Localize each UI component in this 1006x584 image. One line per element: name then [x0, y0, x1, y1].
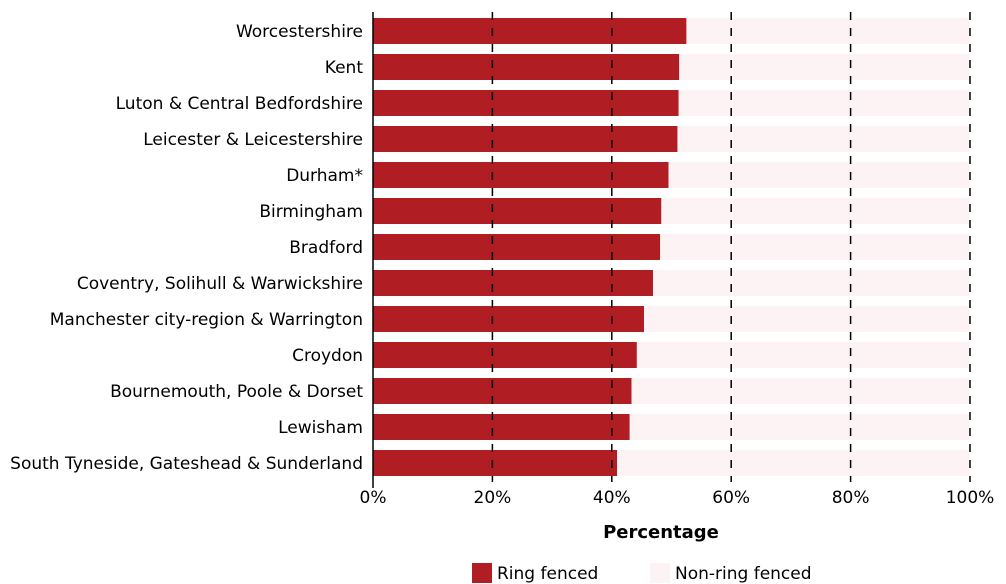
category-label-11: Lewisham [278, 418, 363, 438]
category-label-4: Durham* [286, 166, 363, 186]
category-label-7: Coventry, Solihull & Warwickshire [77, 274, 363, 294]
gridlines [491, 12, 971, 482]
category-label-12: South Tyneside, Gateshead & Sunderland [10, 454, 363, 474]
x-tick-label-4: 80% [832, 488, 870, 508]
bar-ring-fenced-8 [373, 306, 645, 332]
category-label-3: Leicester & Leicestershire [143, 130, 363, 150]
bar-ring-fenced-11 [373, 414, 630, 440]
legend-label-ring-fenced: Ring fenced [497, 564, 598, 584]
bar-non-ring-fenced-5 [661, 198, 970, 224]
category-label-5: Birmingham [259, 202, 363, 222]
bar-ring-fenced-12 [373, 450, 618, 476]
bar-non-ring-fenced-11 [629, 414, 970, 440]
category-label-2: Luton & Central Bedfordshire [116, 94, 363, 114]
bar-non-ring-fenced-12 [617, 450, 970, 476]
bar-non-ring-fenced-2 [678, 90, 970, 116]
category-label-8: Manchester city-region & Warrington [50, 310, 363, 330]
legend: Ring fenced Non-ring fenced [472, 563, 812, 584]
x-tick-label-5: 100% [946, 488, 995, 508]
legend-swatch-non-ring-fenced [650, 563, 670, 583]
legend-label-non-ring-fenced: Non-ring fenced [675, 564, 812, 584]
bars-layer [373, 18, 970, 476]
category-labels: Worcestershire Kent Luton & Central Bedfor… [10, 22, 363, 474]
x-axis-title: Percentage [603, 522, 719, 543]
bar-ring-fenced-10 [373, 378, 632, 404]
bar-non-ring-fenced-8 [644, 306, 970, 332]
bar-ring-fenced-1 [373, 54, 680, 80]
bar-ring-fenced-6 [373, 234, 661, 260]
bar-non-ring-fenced-9 [636, 342, 970, 368]
bar-non-ring-fenced-7 [652, 270, 970, 296]
bar-non-ring-fenced-4 [668, 162, 970, 188]
bar-ring-fenced-0 [373, 18, 687, 44]
bar-ring-fenced-5 [373, 198, 662, 224]
x-tick-label-2: 40% [593, 488, 631, 508]
bar-ring-fenced-2 [373, 90, 679, 116]
bar-non-ring-fenced-1 [679, 54, 970, 80]
bar-ring-fenced-4 [373, 162, 669, 188]
bar-ring-fenced-3 [373, 126, 678, 152]
bar-ring-fenced-7 [373, 270, 653, 296]
bar-non-ring-fenced-0 [686, 18, 970, 44]
x-tick-label-1: 20% [474, 488, 512, 508]
x-tick-label-3: 60% [712, 488, 750, 508]
category-label-0: Worcestershire [236, 22, 363, 42]
bar-non-ring-fenced-10 [631, 378, 970, 404]
x-tick-labels: 0% 20% 40% 60% 80% 100% [360, 488, 995, 508]
bar-ring-fenced-9 [373, 342, 637, 368]
x-tick-label-0: 0% [360, 488, 387, 508]
bar-non-ring-fenced-3 [677, 126, 970, 152]
category-label-1: Kent [325, 58, 364, 78]
category-label-9: Croydon [292, 346, 363, 366]
legend-swatch-ring-fenced [472, 563, 492, 583]
bar-non-ring-fenced-6 [660, 234, 970, 260]
category-label-10: Bournemouth, Poole & Dorset [110, 382, 363, 402]
category-label-6: Bradford [289, 238, 363, 258]
